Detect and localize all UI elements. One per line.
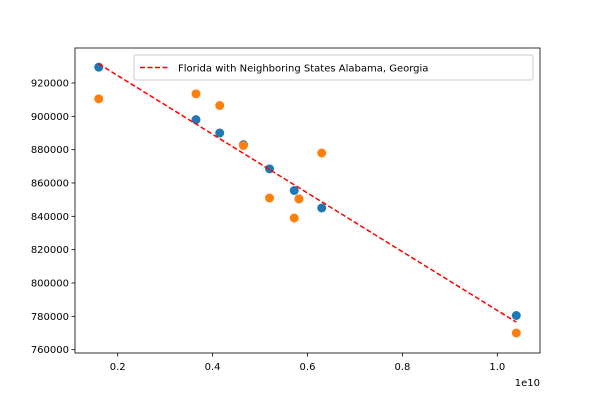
scatter-point-series-2: [191, 89, 201, 99]
x-tick-label: 1.0: [489, 362, 505, 373]
legend-label-regression-line: Florida with Neighboring States Alabama,…: [178, 64, 428, 75]
scatter-point-series-2: [317, 148, 327, 158]
scatter-point-series-2: [215, 101, 225, 110]
y-tick-label: 760000: [31, 345, 69, 356]
y-tick-label: 840000: [31, 212, 69, 223]
y-tick-label: 880000: [31, 145, 69, 156]
y-axis-ticks: 760000 780000 800000 820000 840000 860000 8800…: [31, 79, 75, 356]
scatter-point-series-2: [265, 193, 275, 203]
legend: Florida with Neighboring States Alabama,…: [133, 54, 534, 81]
plot-area: [94, 62, 521, 338]
x-axis-offset-label: 1e10: [515, 378, 540, 389]
x-tick-label: 0.8: [394, 362, 410, 373]
regression-line: [98, 63, 517, 323]
y-tick-label: 800000: [31, 279, 69, 290]
scatter-point-series-1: [511, 311, 521, 320]
y-tick-label: 920000: [31, 79, 69, 90]
scatter-point-series-1: [317, 203, 327, 213]
y-tick-label: 900000: [31, 112, 69, 123]
scatter-point-series-2: [294, 194, 304, 204]
scatter-point-series-2: [289, 213, 299, 223]
x-tick-label: 0.2: [110, 362, 126, 373]
y-tick-label: 860000: [31, 179, 69, 190]
scatter-point-series-1: [289, 186, 299, 195]
legend-box: [133, 54, 534, 81]
scatter-point-series-1: [191, 115, 201, 125]
scatter-point-series-1: [215, 128, 225, 138]
y-tick-label: 820000: [31, 245, 69, 256]
scatter-point-series-2: [511, 328, 521, 338]
scatter-point-series-2: [238, 141, 248, 150]
y-tick-label: 780000: [31, 312, 69, 323]
axes-frame: [74, 47, 541, 354]
x-tick-label: 0.6: [300, 362, 316, 373]
x-tick-label: 0.4: [205, 362, 221, 373]
scatter-point-series-2: [94, 94, 104, 104]
x-axis-ticks: 0.2 0.4 0.6 0.8 1.0: [110, 353, 505, 373]
